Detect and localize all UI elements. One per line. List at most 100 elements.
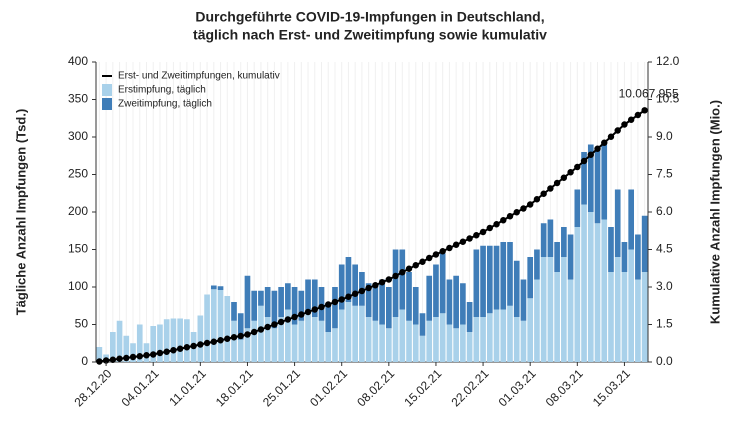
bar [493,309,500,362]
line-point [500,217,507,224]
bar [439,253,446,314]
bar [520,320,527,362]
line-point [116,355,123,362]
value-label: 10.067.955 [619,86,679,100]
bar [426,320,433,362]
bar [291,287,298,325]
line-point [237,332,244,340]
bar [291,324,298,362]
x-tick-label: 22.02.21 [449,366,492,409]
y-tick-label: 350 [68,92,88,106]
y-tick-label: 200 [68,204,88,218]
chart-subtitle: täglich nach Erst- und Zweitimpfung sowi… [193,27,547,43]
line-point [358,287,366,295]
bar [318,320,325,362]
x-tick-label: 01.03.21 [496,366,539,409]
line-point [560,174,568,181]
x-tick-label: 04.01.21 [119,366,162,409]
bar [561,227,567,257]
bar [231,320,237,362]
bar [332,287,338,329]
line-point [526,201,534,208]
line-point [419,258,426,265]
line-point [520,205,527,212]
bar [614,257,621,362]
bar [285,283,291,310]
line-point [412,262,419,269]
bar [170,318,177,362]
bar [278,317,284,362]
line-point [439,248,446,255]
y2-tick-label: 12.0 [656,54,680,68]
bar [298,290,305,321]
bar [96,347,103,362]
bar [635,234,641,280]
y2-axis-label: Kumulative Anzahl Impfungen (Mio.) [707,100,722,324]
line-point [156,349,164,357]
line-point [351,290,359,297]
bar [217,286,224,290]
bar [210,285,217,290]
bar [608,227,614,272]
bar [258,305,264,362]
line-point [607,133,615,140]
bar [419,313,426,336]
bar [486,313,493,362]
bar [500,309,507,362]
line-point [338,296,345,303]
x-tick-label: 11.01.21 [166,366,209,409]
bar [635,279,641,362]
line-point [271,321,278,328]
bar [352,264,358,306]
line-point [284,316,292,323]
y2-tick-label: 0.0 [656,354,673,368]
line-point [385,276,393,283]
bar [264,287,271,317]
bar [352,305,358,362]
bar [392,317,399,362]
line-point [405,265,413,272]
bar [621,272,628,362]
y-tick-label: 0 [81,354,88,368]
bar [460,283,466,325]
line-point [365,284,372,292]
legend-swatch [102,84,112,96]
bar [130,343,136,362]
line-point [277,318,285,326]
line-point [486,224,494,232]
bar [177,318,183,362]
line-point [102,357,110,364]
line [99,109,646,363]
bar [204,294,210,362]
bar [460,324,466,362]
line-point [345,293,352,300]
line-point [304,308,312,316]
bar [433,317,439,362]
line-point [466,235,473,242]
bar [601,219,608,362]
bar [311,317,318,362]
bar [278,287,284,317]
y2-tick-label: 3.0 [656,279,673,293]
bar [601,144,608,220]
bar [513,317,520,362]
bar [480,317,486,362]
legend-swatch [102,98,112,110]
bar [473,249,480,317]
bar [116,320,123,362]
bar [453,275,459,329]
bar [621,242,628,272]
bar [110,332,116,362]
line-point [210,338,218,345]
y2-tick-label: 9.0 [656,129,673,143]
bar [554,242,560,272]
line-point [392,272,399,280]
bar [567,234,574,280]
line-point [250,328,258,336]
line-point [325,301,332,308]
bar [224,296,231,362]
bar [237,339,244,362]
line-point [257,326,265,333]
line-point [506,213,514,220]
x-tick-label: 25.01.21 [260,366,303,409]
